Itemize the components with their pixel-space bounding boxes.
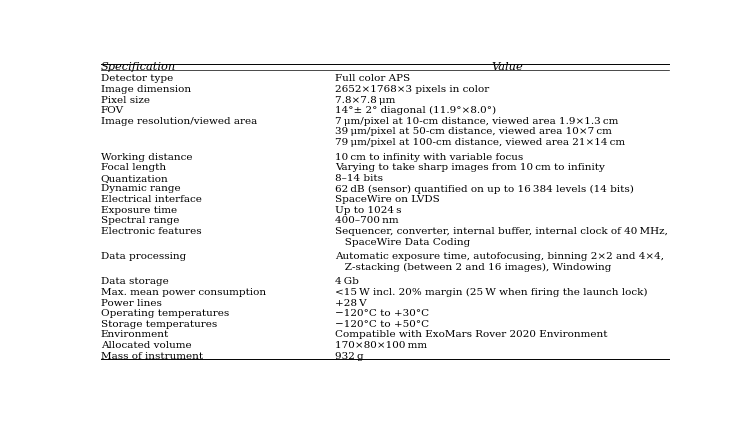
- Text: 62 dB (sensor) quantified on up to 16 384 levels (14 bits): 62 dB (sensor) quantified on up to 16 38…: [336, 184, 635, 193]
- Text: Varying to take sharp images from 10 cm to infinity: Varying to take sharp images from 10 cm …: [336, 163, 605, 172]
- Text: Z-stacking (between 2 and 16 images), Windowing: Z-stacking (between 2 and 16 images), Wi…: [336, 262, 612, 271]
- Text: Pixel size: Pixel size: [101, 95, 150, 104]
- Text: Electrical interface: Electrical interface: [101, 195, 202, 204]
- Text: Image resolution/viewed area: Image resolution/viewed area: [101, 117, 257, 126]
- Text: 10 cm to infinity with variable focus: 10 cm to infinity with variable focus: [336, 152, 523, 161]
- Text: +28 V: +28 V: [336, 298, 367, 307]
- Text: 4 Gb: 4 Gb: [336, 277, 359, 286]
- Text: SpaceWire on LVDS: SpaceWire on LVDS: [336, 195, 440, 204]
- Text: 932 g: 932 g: [336, 351, 364, 360]
- Text: Storage temperatures: Storage temperatures: [101, 319, 217, 328]
- Text: Focal length: Focal length: [101, 163, 166, 172]
- Text: Full color APS: Full color APS: [336, 74, 411, 83]
- Text: Environment: Environment: [101, 330, 169, 339]
- Text: −120°C to +50°C: −120°C to +50°C: [336, 319, 430, 328]
- Text: <15 W incl. 20% margin (25 W when firing the launch lock): <15 W incl. 20% margin (25 W when firing…: [336, 287, 648, 296]
- Text: Exposure time: Exposure time: [101, 205, 177, 214]
- Text: 79 μm/pixel at 100-cm distance, viewed area 21×14 cm: 79 μm/pixel at 100-cm distance, viewed a…: [336, 138, 626, 147]
- Text: Mass of instrument: Mass of instrument: [101, 351, 203, 360]
- Text: Automatic exposure time, autofocusing, binning 2×2 and 4×4,: Automatic exposure time, autofocusing, b…: [336, 252, 665, 261]
- Text: Dynamic range: Dynamic range: [101, 184, 180, 193]
- Text: Quantization: Quantization: [101, 173, 169, 182]
- Text: 400–700 nm: 400–700 nm: [336, 216, 399, 225]
- Text: Image dimension: Image dimension: [101, 85, 191, 94]
- Text: Allocated volume: Allocated volume: [101, 340, 192, 349]
- Text: Max. mean power consumption: Max. mean power consumption: [101, 287, 266, 296]
- Text: 7.8×7.8 μm: 7.8×7.8 μm: [336, 95, 396, 104]
- Text: Value: Value: [491, 62, 523, 72]
- Text: 7 μm/pixel at 10-cm distance, viewed area 1.9×1.3 cm: 7 μm/pixel at 10-cm distance, viewed are…: [336, 117, 619, 126]
- Text: Specification: Specification: [101, 62, 176, 72]
- Text: Up to 1024 s: Up to 1024 s: [336, 205, 402, 214]
- Text: Detector type: Detector type: [101, 74, 173, 83]
- Text: 170×80×100 mm: 170×80×100 mm: [336, 340, 427, 349]
- Text: 39 μm/pixel at 50-cm distance, viewed area 10×7 cm: 39 μm/pixel at 50-cm distance, viewed ar…: [336, 127, 612, 136]
- Text: 2652×1768×3 pixels in color: 2652×1768×3 pixels in color: [336, 85, 490, 94]
- Text: Data processing: Data processing: [101, 252, 186, 261]
- Text: Operating temperatures: Operating temperatures: [101, 309, 229, 317]
- Text: Data storage: Data storage: [101, 277, 169, 286]
- Text: 14°± 2° diagonal (11.9°×8.0°): 14°± 2° diagonal (11.9°×8.0°): [336, 106, 496, 115]
- Text: Electronic features: Electronic features: [101, 227, 201, 235]
- Text: 8–14 bits: 8–14 bits: [336, 173, 384, 182]
- Text: Working distance: Working distance: [101, 152, 192, 161]
- Text: Spectral range: Spectral range: [101, 216, 179, 225]
- Text: Power lines: Power lines: [101, 298, 161, 307]
- Text: SpaceWire Data Coding: SpaceWire Data Coding: [336, 237, 471, 246]
- Text: FOV: FOV: [101, 106, 124, 115]
- Text: Compatible with ExoMars Rover 2020 Environment: Compatible with ExoMars Rover 2020 Envir…: [336, 330, 608, 339]
- Text: −120°C to +30°C: −120°C to +30°C: [336, 309, 430, 317]
- Text: Sequencer, converter, internal buffer, internal clock of 40 MHz,: Sequencer, converter, internal buffer, i…: [336, 227, 668, 235]
